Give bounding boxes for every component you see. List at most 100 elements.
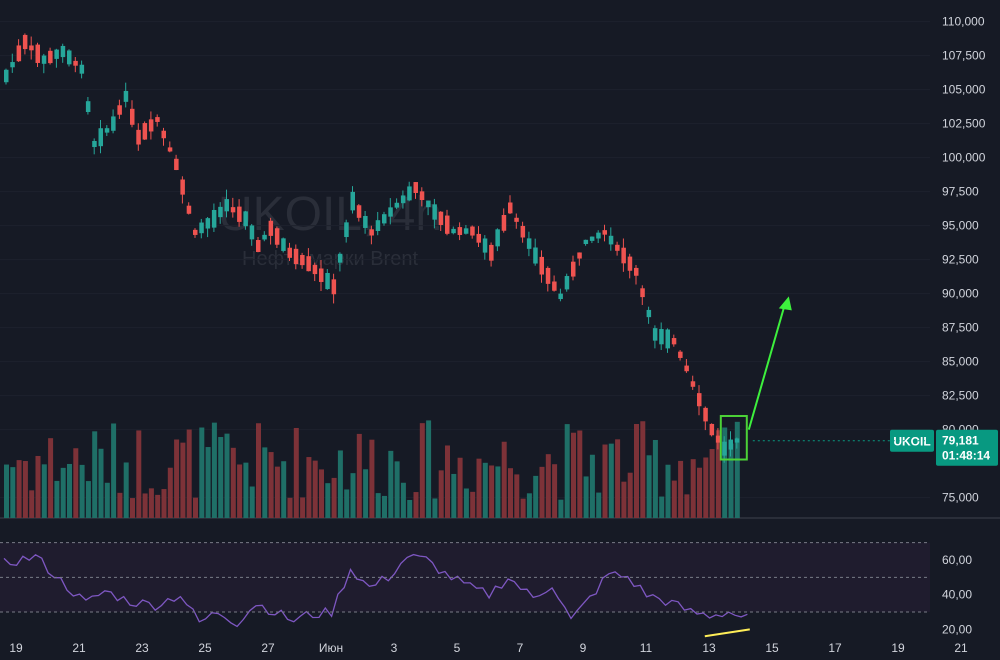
volume-bar	[715, 430, 721, 518]
candle	[564, 276, 570, 290]
x-tick-label: 25	[198, 641, 212, 655]
volume-bar	[60, 467, 66, 518]
volume-bar	[697, 467, 702, 518]
candle	[558, 293, 563, 300]
candle	[331, 279, 337, 295]
volume-bar	[325, 483, 331, 518]
candle	[148, 119, 154, 132]
candle	[400, 195, 406, 204]
candle	[690, 381, 696, 387]
volume-bar	[394, 461, 400, 518]
x-tick-label: 9	[580, 641, 587, 655]
volume-bar	[659, 496, 665, 518]
candle	[123, 90, 129, 102]
y-tick-label: 110,000	[942, 15, 985, 29]
volume-bar	[123, 462, 129, 518]
volume-bar	[445, 445, 450, 518]
x-tick-label: 19	[9, 641, 23, 655]
candle	[646, 309, 652, 318]
candle	[218, 206, 223, 218]
candle	[73, 60, 78, 66]
volume-bar	[678, 460, 684, 518]
candle	[407, 186, 412, 201]
volume-bar	[646, 455, 652, 518]
volume-bar	[508, 468, 513, 518]
volume-bar	[174, 439, 180, 518]
candle	[4, 69, 9, 83]
volume-bar	[331, 477, 337, 518]
candle	[237, 206, 242, 222]
candle	[388, 207, 393, 217]
y-tick-label: 95,000	[942, 219, 979, 233]
volume-bar	[419, 423, 425, 518]
candle	[98, 128, 103, 147]
volume-bar	[388, 450, 394, 518]
candle	[608, 235, 614, 245]
candle	[596, 232, 601, 239]
volume-bar	[319, 469, 324, 518]
candle	[640, 288, 645, 298]
volume-bar	[463, 488, 469, 518]
candle	[539, 256, 544, 275]
volume-bar	[249, 486, 255, 518]
candle	[300, 254, 305, 266]
candle	[111, 116, 116, 131]
volume-bar	[205, 447, 211, 518]
divergence-line	[704, 628, 750, 638]
candle	[438, 211, 444, 225]
candle	[514, 217, 519, 222]
volume-bar	[665, 464, 671, 518]
y-tick-label: 75,000	[942, 491, 979, 505]
symbol-badge	[890, 429, 934, 452]
price-badge	[936, 429, 998, 466]
volume-bar	[29, 490, 35, 518]
candle	[476, 233, 481, 243]
candle	[495, 229, 500, 247]
candle	[520, 225, 526, 238]
candle	[552, 281, 557, 291]
volume-bar	[533, 475, 539, 518]
x-tick-label: 19	[891, 641, 905, 655]
candle	[445, 215, 450, 234]
time-axis[interactable]: 1921232527Июн357911131517192123	[9, 641, 1000, 655]
candle	[186, 205, 192, 214]
volume-bar	[571, 432, 576, 518]
volume-bar	[734, 421, 740, 518]
candle	[161, 130, 166, 139]
volume-bar	[161, 489, 167, 518]
candle	[54, 49, 59, 59]
x-tick-label: 7	[517, 641, 524, 655]
candle	[671, 338, 677, 345]
volume-bar	[274, 466, 280, 518]
candle	[274, 228, 280, 245]
candle	[634, 267, 639, 276]
volume-bar	[470, 491, 476, 518]
volume-bar	[117, 492, 123, 518]
candle	[627, 256, 633, 271]
volume-bar	[142, 493, 148, 518]
candle	[293, 248, 299, 265]
candle	[652, 328, 658, 341]
volume-bar	[104, 482, 110, 518]
volume-bar	[709, 449, 715, 518]
candle	[268, 220, 274, 236]
volume-bar	[199, 427, 205, 518]
candle	[545, 267, 551, 284]
y-tick-label: 100,000	[942, 151, 986, 165]
volume-bar	[85, 481, 91, 518]
volume-bar	[545, 454, 551, 518]
rsi-tick-label: 60,00	[942, 553, 972, 567]
y-tick-label: 107,500	[942, 49, 986, 63]
candle	[243, 211, 248, 227]
price-axis[interactable]: 110,000 107,500 105,000 102,500 100,000 97,50…	[890, 15, 998, 637]
volume-bar	[407, 499, 413, 518]
volume-bar	[148, 488, 154, 518]
volume-bar	[130, 498, 135, 518]
candle	[665, 329, 670, 349]
volume-bar	[4, 464, 9, 518]
candle	[728, 439, 733, 450]
candle	[312, 264, 318, 275]
x-tick-label: 15	[765, 641, 779, 655]
volume-bar	[67, 463, 72, 518]
